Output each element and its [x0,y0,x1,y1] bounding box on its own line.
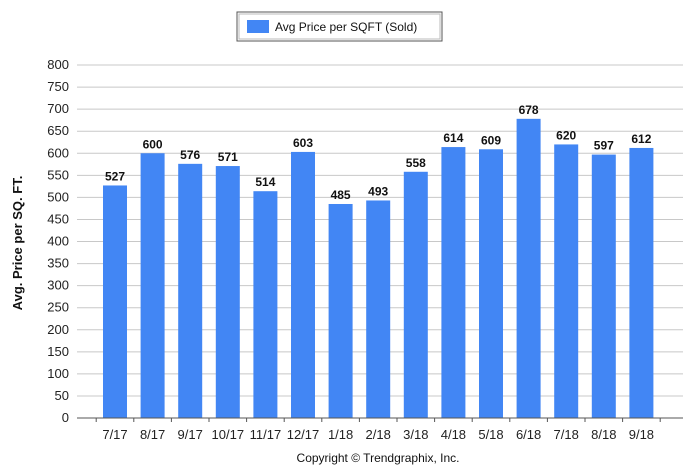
y-axis-ticks: 0 50 100 150 200 250 300 350 400 450 500 550 600 650 7… [47,57,69,425]
data-label: 576 [180,148,200,162]
x-axis-ticks: 7/17 8/17 9/17 10/17 11/17 12/17 1/18 2/18 3/18 4… [95,418,661,442]
data-label: 603 [293,136,313,150]
bar-5-18 [479,149,503,418]
y-tick-label: 600 [47,145,69,160]
data-label: 678 [519,103,539,117]
x-tick-label: 9/17 [178,427,203,442]
bar-7-17 [103,185,127,418]
y-tick-label: 800 [47,57,69,72]
data-label: 612 [631,132,651,146]
y-tick-label: 200 [47,322,69,337]
x-tick-label: 2/18 [366,427,391,442]
y-tick-label: 700 [47,101,69,116]
legend: Avg Price per SQFT (Sold) [236,11,443,42]
y-tick-label: 150 [47,344,69,359]
legend-label: Avg Price per SQFT (Sold) [275,20,417,34]
data-label: 600 [143,137,163,151]
y-tick-label: 500 [47,189,69,204]
x-tick-label: 1/18 [328,427,353,442]
bar-1-18 [328,203,353,418]
x-tick-label: 11/17 [250,427,282,442]
x-tick-label: 12/17 [287,427,320,442]
bar-7-18 [554,144,579,419]
y-tick-label: 650 [47,123,69,138]
copyright-text: Copyright © Trendgraphix, Inc. [297,451,460,465]
data-label: 620 [556,128,576,142]
bar-3-18 [403,171,428,418]
data-label: 485 [331,188,351,202]
x-tick-label: 7/17 [102,427,127,442]
x-tick-label: 6/18 [516,427,541,442]
y-tick-label: 350 [47,256,69,271]
data-label: 609 [481,133,501,147]
data-labels: 527 600 576 571 514 603 485 493 558 614 609 678 620 5… [105,103,652,202]
data-label: 527 [105,169,125,183]
y-tick-label: 750 [47,79,69,94]
x-tick-label: 8/17 [140,427,165,442]
bar-9-17 [178,163,203,418]
data-label: 571 [218,150,238,164]
x-tick-label: 10/17 [212,427,245,442]
y-tick-label: 450 [47,211,69,226]
y-tick-label: 300 [47,278,69,293]
bar-8-17 [140,153,165,418]
data-label: 558 [406,156,426,170]
data-label: 614 [443,131,463,145]
legend-inner-border [238,13,441,40]
y-tick-label: 100 [47,366,69,381]
bar-4-18 [441,147,466,418]
x-tick-label: 7/18 [554,427,579,442]
bar-11-17 [253,191,278,418]
bars [103,118,654,419]
data-label: 597 [594,139,614,153]
bar-12-17 [291,151,315,418]
y-tick-label: 0 [62,410,69,425]
bar-10-17 [215,166,240,418]
data-label: 493 [368,184,388,198]
y-tick-label: 50 [55,388,69,403]
legend-box [236,11,443,42]
y-tick-label: 250 [47,300,69,315]
x-tick-label: 4/18 [441,427,466,442]
y-tick-label: 400 [47,234,69,249]
bar-8-18 [591,154,616,419]
bar-2-18 [366,200,391,418]
data-label: 514 [255,175,275,189]
x-tick-label: 3/18 [403,427,428,442]
x-tick-label: 9/18 [629,427,654,442]
x-tick-label: 5/18 [478,427,503,442]
bar-6-18 [516,118,541,419]
legend-swatch [247,20,269,33]
x-tick-label: 8/18 [591,427,616,442]
y-tick-label: 550 [47,167,69,182]
bar-9-18 [629,147,654,418]
y-axis-label: Avg. Price per SQ. FT. [10,176,25,311]
